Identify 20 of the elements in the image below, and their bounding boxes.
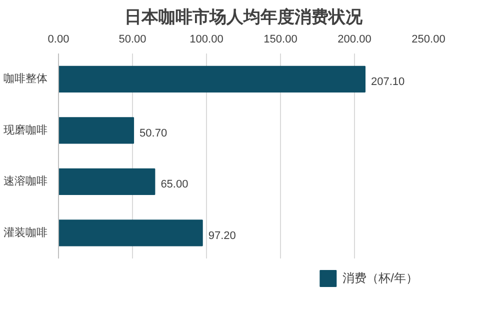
- data-label: 65.00: [160, 178, 188, 191]
- x-tick-label: 150.00: [264, 34, 298, 46]
- bar: [58, 168, 156, 195]
- data-label: 207.10: [371, 76, 405, 88]
- y-tick-label: 灌装咖啡: [4, 226, 48, 239]
- bar: [58, 117, 134, 144]
- x-tick-label: 200.00: [338, 34, 372, 46]
- x-tick-label: 50.00: [118, 34, 146, 46]
- legend-label: 消费（杯/年）: [342, 270, 418, 286]
- x-tick-label: 250.00: [412, 34, 446, 46]
- x-tick-label: 0.00: [48, 34, 70, 46]
- x-tick-label: 100.00: [190, 34, 224, 46]
- y-tick-label: 速溶咖啡: [4, 174, 48, 188]
- y-tick-label: 现磨咖啡: [4, 123, 48, 136]
- data-label: 50.70: [140, 127, 168, 140]
- bar: [58, 66, 366, 92]
- data-label: 97.20: [208, 230, 236, 242]
- chart-title: 日本咖啡市场人均年度消费状况: [124, 8, 364, 26]
- bar: [58, 220, 203, 246]
- y-tick-label: 咖啡整体: [4, 72, 48, 86]
